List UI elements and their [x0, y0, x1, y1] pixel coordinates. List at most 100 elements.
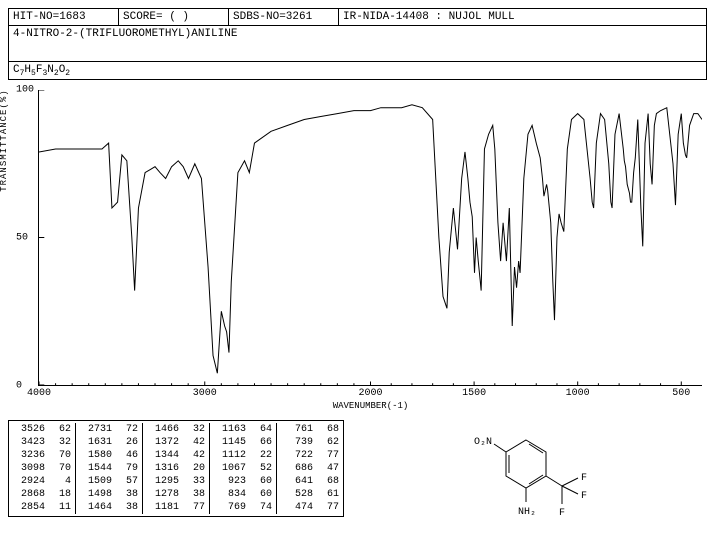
peak-row: 769 74 — [214, 501, 272, 514]
x-tick-label: 4000 — [27, 388, 51, 399]
x-tick-label: 3000 — [193, 388, 217, 399]
compound-name: 4-NITRO-2-(TRIFLUOROMETHYL)ANILINE — [8, 26, 707, 62]
sdbs-no-cell: SDBS-NO=3261 — [229, 9, 339, 25]
peak-row: 352662 — [13, 423, 71, 436]
peak-row: 1509 57 — [80, 475, 138, 488]
peak-row: 111222 — [214, 449, 272, 462]
peak-intensity: 42 — [187, 449, 205, 462]
peak-row: 1544 79 — [80, 462, 138, 475]
peak-intensity: 20 — [187, 462, 205, 475]
peak-column: 2731721631261580461544791509571498381464… — [76, 423, 143, 514]
peak-intensity: 70 — [53, 462, 71, 475]
no2-label: O₂N — [474, 437, 492, 448]
hit-no-cell: HIT-NO=1683 — [9, 9, 119, 25]
peak-row: 923 60 — [214, 475, 272, 488]
peak-row: 342332 — [13, 436, 71, 449]
peak-intensity: 57 — [120, 475, 138, 488]
peak-intensity: 52 — [254, 462, 272, 475]
spectrum-line — [39, 90, 702, 385]
peak-table: 3526623423323236703098702924428681828541… — [8, 420, 344, 517]
peak-column: 1466321372421344421316201295331278381181… — [143, 423, 210, 514]
peak-wavenumber: 686 — [281, 462, 313, 475]
peak-wavenumber: 474 — [281, 501, 313, 514]
peak-intensity: 60 — [254, 475, 272, 488]
peak-intensity: 38 — [187, 488, 205, 501]
peak-row: 83460 — [214, 488, 272, 501]
y-tick-label: 50 — [16, 233, 28, 244]
peak-intensity: 60 — [254, 488, 272, 501]
score-cell: SCORE= ( ) — [119, 9, 229, 25]
peak-wavenumber: 1580 — [80, 449, 112, 462]
bottom-area: 3526623423323236703098702924428681828541… — [8, 420, 707, 530]
peak-row: 474 77 — [281, 501, 339, 514]
peak-intensity: 64 — [254, 423, 272, 436]
peak-intensity: 66 — [254, 436, 272, 449]
peak-row: 1145 66 — [214, 436, 272, 449]
peak-intensity: 46 — [120, 449, 138, 462]
peak-intensity: 68 — [321, 475, 339, 488]
peak-row: 64168 — [281, 475, 339, 488]
peak-row: 137242 — [147, 436, 205, 449]
peak-wavenumber: 528 — [281, 488, 313, 501]
peak-intensity: 18 — [53, 488, 71, 501]
peak-wavenumber: 3098 — [13, 462, 45, 475]
x-tick-label: 1500 — [462, 388, 486, 399]
ir-label-cell: IR-NIDA-14408 : NUJOL MULL — [339, 9, 706, 25]
peak-row: 163126 — [80, 436, 138, 449]
peak-row: 68647 — [281, 462, 339, 475]
peak-intensity: 77 — [321, 501, 339, 514]
peak-intensity: 79 — [120, 462, 138, 475]
peak-row: 3098 70 — [13, 462, 71, 475]
peak-wavenumber: 1544 — [80, 462, 112, 475]
peak-intensity: 74 — [254, 501, 272, 514]
peak-wavenumber: 2731 — [80, 423, 112, 436]
peak-intensity: 32 — [53, 436, 71, 449]
peak-wavenumber: 1509 — [80, 475, 112, 488]
structure-svg: O₂N NH₂ F F F — [456, 420, 616, 530]
peak-intensity: 38 — [120, 488, 138, 501]
peak-intensity: 33 — [187, 475, 205, 488]
peak-wavenumber: 1145 — [214, 436, 246, 449]
y-axis-label: TRANSMITTANCE(%) — [0, 89, 9, 191]
peak-intensity: 22 — [254, 449, 272, 462]
peak-wavenumber: 761 — [281, 423, 313, 436]
f-label-2: F — [581, 491, 587, 502]
peak-intensity: 62 — [53, 423, 71, 436]
peak-row: 273172 — [80, 423, 138, 436]
peak-column: 1163 64 1145 661112221067 52 923 6083460769 74 — [210, 423, 277, 514]
peak-row: 528 61 — [281, 488, 339, 501]
peak-wavenumber: 1067 — [214, 462, 246, 475]
peak-column: 76168739627227768647641685286147477 — [277, 423, 343, 514]
peak-intensity: 61 — [321, 488, 339, 501]
peak-wavenumber: 923 — [214, 475, 246, 488]
peak-row: 1466 32 — [147, 423, 205, 436]
peak-row: 1580 46 — [80, 449, 138, 462]
peak-intensity: 38 — [120, 501, 138, 514]
peak-row: 1464 38 — [80, 501, 138, 514]
x-tick-label: 2000 — [358, 388, 382, 399]
peak-row: 131620 — [147, 462, 205, 475]
peak-wavenumber: 769 — [214, 501, 246, 514]
peak-wavenumber: 2854 — [13, 501, 45, 514]
peak-wavenumber: 739 — [281, 436, 313, 449]
molecular-structure: O₂N NH₂ F F F — [364, 420, 707, 530]
peak-intensity: 62 — [321, 436, 339, 449]
y-tick-label: 0 — [16, 381, 22, 392]
peak-wavenumber: 1498 — [80, 488, 112, 501]
x-axis-label: WAVENUMBER(-1) — [333, 401, 409, 411]
peak-row: 1498 38 — [80, 488, 138, 501]
peak-wavenumber: 1464 — [80, 501, 112, 514]
molecular-formula: C7H5F3N2O2 — [8, 62, 707, 80]
peak-row: 134442 — [147, 449, 205, 462]
peak-row: 29244 — [13, 475, 71, 488]
peak-row: 1067 52 — [214, 462, 272, 475]
peak-wavenumber: 1163 — [214, 423, 246, 436]
y-tick-label: 100 — [16, 85, 34, 96]
peak-intensity: 4 — [53, 475, 71, 488]
peak-row: 739 62 — [281, 436, 339, 449]
x-tick-label: 500 — [672, 388, 690, 399]
peak-wavenumber: 722 — [281, 449, 313, 462]
peak-wavenumber: 1466 — [147, 423, 179, 436]
peak-row: 76168 — [281, 423, 339, 436]
peak-intensity: 32 — [187, 423, 205, 436]
